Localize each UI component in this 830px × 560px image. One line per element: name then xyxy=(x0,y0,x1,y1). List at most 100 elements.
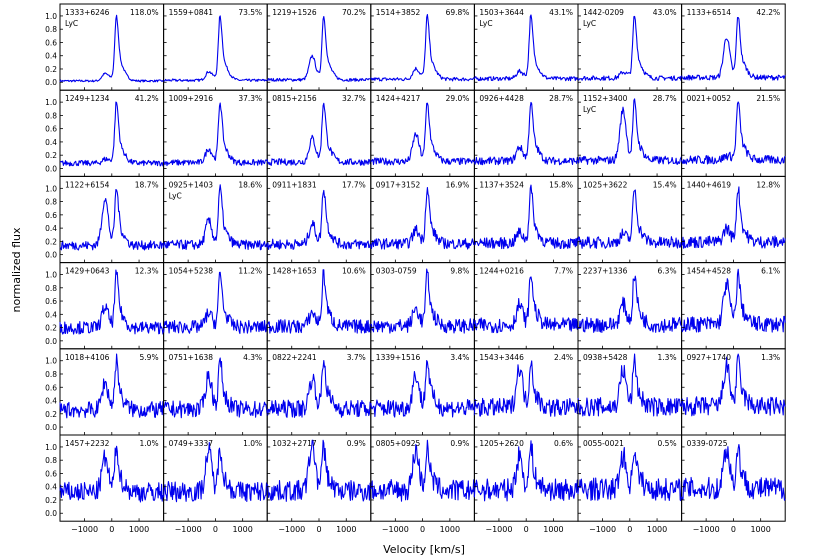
spectrum-line xyxy=(163,357,268,419)
x-tick-label: 1000 xyxy=(232,525,252,534)
panel-percent: 17.7% xyxy=(342,180,366,189)
panel: 1025+3622 15.4% xyxy=(577,175,683,264)
x-tick-label: 0 xyxy=(420,525,425,534)
panel: 0911+1831 17.7% xyxy=(266,175,372,264)
panel-name: 1152+3400 xyxy=(583,94,628,103)
spectrum-line xyxy=(370,439,475,502)
spectrum-line xyxy=(266,15,371,82)
panel-name: 1122+6154 xyxy=(65,180,110,189)
panel-name: 1244+0216 xyxy=(479,267,524,276)
spectrum-line xyxy=(59,101,164,167)
y-tick-label: 0.0 xyxy=(45,78,57,87)
y-tick-label: 0.0 xyxy=(45,509,57,518)
panel-percent: 12.8% xyxy=(756,180,780,189)
panel: 1009+2916 37.3% xyxy=(163,89,268,177)
panel: −1000 0 1000 1032+2717 0.9% xyxy=(266,434,372,534)
panel: 1137+3524 15.8% xyxy=(473,175,579,264)
x-tick-label: −1000 xyxy=(175,525,202,534)
panel-percent: 118.0% xyxy=(130,8,159,17)
panel: 1503+3644 43.1% LyC xyxy=(473,3,579,91)
spectrum-line xyxy=(163,15,268,83)
y-tick-label: 0.4 xyxy=(45,224,57,233)
panel-percent: 15.4% xyxy=(653,180,677,189)
y-tick-label: 0.0 xyxy=(45,337,57,346)
panel-name: 0911+1831 xyxy=(272,180,317,189)
y-tick-label: 0.0 xyxy=(45,423,57,432)
panel-name: 1205+2620 xyxy=(479,439,524,448)
y-tick-label: 0.0 xyxy=(45,164,57,173)
panel: 1514+3852 69.8% xyxy=(370,3,475,91)
y-tick-label: 0.2 xyxy=(45,496,57,505)
panel-name: 1009+2916 xyxy=(169,94,214,103)
spectrum-line xyxy=(577,98,683,165)
panel-name: 0055-0021 xyxy=(583,439,624,448)
spectrum-line xyxy=(59,14,164,83)
panel-percent: 0.9% xyxy=(450,439,469,448)
panel-name: 1543+3446 xyxy=(479,353,524,362)
panel-percent: 4.3% xyxy=(243,353,262,362)
spectrum-line xyxy=(370,360,475,418)
spectrum-line xyxy=(59,269,165,335)
y-tick-label: 0.2 xyxy=(45,324,57,333)
panel: −1000 0 1000 0055-0021 0.5% xyxy=(577,434,683,534)
x-tick-label: 1000 xyxy=(750,525,770,534)
spectrum-line xyxy=(473,276,579,334)
spectrum-line xyxy=(681,101,786,165)
panel-name: 1249+1234 xyxy=(65,94,110,103)
y-tick-label: 1.0 xyxy=(45,357,57,366)
y-tick-label: 0.6 xyxy=(45,125,57,134)
y-tick-label: 0.8 xyxy=(45,456,57,465)
spectrum-line xyxy=(266,439,372,502)
panel-percent: 70.2% xyxy=(342,8,366,17)
y-tick-label: 0.6 xyxy=(45,38,57,47)
y-tick-label: 0.4 xyxy=(45,483,57,492)
lyc-label: LyC xyxy=(65,19,78,28)
y-tick-label: 0.2 xyxy=(45,410,57,419)
panel-percent: 1.0% xyxy=(243,439,262,448)
panel-name: 0815+2156 xyxy=(272,94,317,103)
panel-name: 1429+0643 xyxy=(65,267,110,276)
spectrum-line xyxy=(266,189,372,250)
spectrum-line xyxy=(59,445,165,503)
spectrum-line xyxy=(163,102,268,167)
x-tick-label: −1000 xyxy=(71,525,98,534)
panel-name: 2237+1336 xyxy=(583,267,628,276)
panel: −1000 0 1000 1205+2620 0.6% xyxy=(473,434,579,534)
y-tick-label: 0.4 xyxy=(45,138,57,147)
spectrum-line xyxy=(577,275,683,334)
panel-name: 1424+4217 xyxy=(376,94,421,103)
panel-percent: 32.7% xyxy=(342,94,366,103)
panel-name: 0925+1403 xyxy=(169,180,214,189)
y-tick-label: 0.8 xyxy=(45,284,57,293)
panel-percent: 37.3% xyxy=(238,94,262,103)
panel-name: 1054+5238 xyxy=(169,267,214,276)
panel: −1000 0 1000 0805+0925 0.9% xyxy=(370,434,475,534)
spectrum-line xyxy=(163,441,268,503)
spectrum-line xyxy=(681,443,786,501)
panel-name: 1137+3524 xyxy=(479,180,524,189)
panel-name: 0926+4428 xyxy=(479,94,524,103)
x-tick-label: −1000 xyxy=(485,525,512,534)
spectrum-line xyxy=(370,102,475,166)
panel-name: 1503+3644 xyxy=(479,8,524,17)
panel-percent: 69.8% xyxy=(446,8,470,17)
x-tick-label: 0 xyxy=(627,525,632,534)
panel-percent: 12.3% xyxy=(135,267,159,276)
lyc-label: LyC xyxy=(583,105,596,114)
panel-percent: 73.5% xyxy=(238,8,262,17)
panel-name: 0021+0052 xyxy=(687,94,732,103)
lyc-label: LyC xyxy=(169,191,182,200)
panel-percent: 15.8% xyxy=(549,180,573,189)
y-tick-label: 0.2 xyxy=(45,65,57,74)
panel-name: 0822+2241 xyxy=(272,353,317,362)
panel: 0751+1638 4.3% xyxy=(163,348,268,436)
panel: 1543+3446 2.4% xyxy=(473,348,579,436)
panel: 1428+1653 10.6% xyxy=(266,262,372,350)
panel-name: 0927+1740 xyxy=(687,353,732,362)
panel: 1152+3400 28.7% LyC xyxy=(577,89,683,177)
lyc-label: LyC xyxy=(479,19,492,28)
panel-percent: 16.9% xyxy=(446,180,470,189)
x-tick-label: 0 xyxy=(524,525,529,534)
x-tick-label: 0 xyxy=(316,525,321,534)
panel-name: 0938+5428 xyxy=(583,353,628,362)
